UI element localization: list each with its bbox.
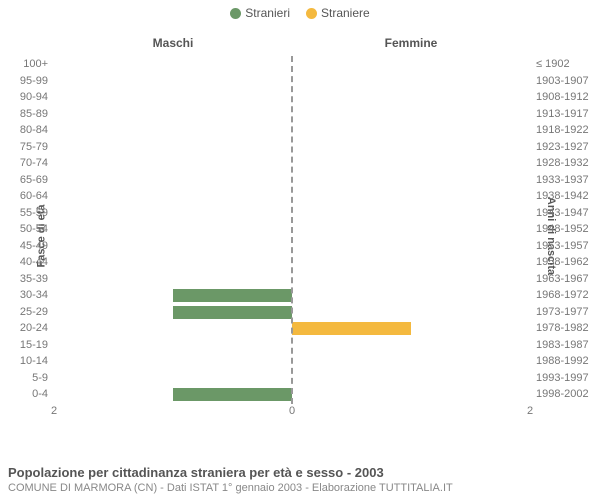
legend: Stranieri Straniere [0, 0, 600, 20]
age-label: 45-49 [20, 238, 54, 255]
age-label: 50-54 [20, 221, 54, 238]
birth-year-label: 1973-1977 [530, 304, 589, 321]
legend-swatch-female [306, 8, 317, 19]
birth-year-label: 1998-2002 [530, 386, 589, 403]
x-tick: 2 [51, 405, 57, 417]
birth-year-label: 1958-1962 [530, 254, 589, 271]
chart-area: Maschi Femmine Fasce di età Anni di nasc… [54, 36, 530, 436]
age-label: 80-84 [20, 122, 54, 139]
age-label: 95-99 [20, 73, 54, 90]
birth-year-label: 1913-1917 [530, 106, 589, 123]
age-label: 35-39 [20, 271, 54, 288]
age-label: 85-89 [20, 106, 54, 123]
center-divider [291, 56, 293, 404]
header-female: Femmine [292, 36, 530, 52]
footer: Popolazione per cittadinanza straniera p… [8, 465, 592, 494]
birth-year-label: 1963-1967 [530, 271, 589, 288]
x-tick: 0 [289, 405, 295, 417]
age-label: 55-59 [20, 205, 54, 222]
bar-male [173, 388, 292, 401]
age-label: 40-44 [20, 254, 54, 271]
birth-year-label: 1933-1937 [530, 172, 589, 189]
legend-label-male: Stranieri [245, 6, 290, 20]
birth-year-label: 1953-1957 [530, 238, 589, 255]
bar-male [173, 289, 292, 302]
legend-item-female: Straniere [306, 6, 370, 20]
age-label: 20-24 [20, 320, 54, 337]
age-label: 70-74 [20, 155, 54, 172]
age-label: 100+ [23, 56, 54, 73]
birth-year-label: 1918-1922 [530, 122, 589, 139]
birth-year-label: ≤ 1902 [530, 56, 570, 73]
birth-year-label: 1983-1987 [530, 337, 589, 354]
age-label: 5-9 [32, 370, 54, 387]
age-label: 75-79 [20, 139, 54, 156]
birth-year-label: 1938-1942 [530, 188, 589, 205]
birth-year-label: 1908-1912 [530, 89, 589, 106]
chart-container: Stranieri Straniere Maschi Femmine Fasce… [0, 0, 600, 500]
age-label: 15-19 [20, 337, 54, 354]
column-headers: Maschi Femmine [54, 36, 530, 52]
birth-year-label: 1923-1927 [530, 139, 589, 156]
age-label: 10-14 [20, 353, 54, 370]
x-axis: 2 0 2 [54, 403, 530, 425]
header-male: Maschi [54, 36, 292, 52]
birth-year-label: 1903-1907 [530, 73, 589, 90]
chart-subtitle: COMUNE DI MARMORA (CN) - Dati ISTAT 1° g… [8, 482, 592, 494]
birth-year-label: 1988-1992 [530, 353, 589, 370]
age-label: 25-29 [20, 304, 54, 321]
birth-year-label: 1978-1982 [530, 320, 589, 337]
age-label: 65-69 [20, 172, 54, 189]
legend-swatch-male [230, 8, 241, 19]
age-label: 30-34 [20, 287, 54, 304]
age-label: 90-94 [20, 89, 54, 106]
legend-label-female: Straniere [321, 6, 370, 20]
birth-year-label: 1968-1972 [530, 287, 589, 304]
birth-year-label: 1948-1952 [530, 221, 589, 238]
age-label: 0-4 [32, 386, 54, 403]
chart-title: Popolazione per cittadinanza straniera p… [8, 465, 592, 480]
bar-male [173, 306, 292, 319]
bar-female [292, 322, 411, 335]
plot-area: 100+≤ 190295-991903-190790-941908-191285… [54, 56, 530, 426]
birth-year-label: 1943-1947 [530, 205, 589, 222]
legend-item-male: Stranieri [230, 6, 290, 20]
birth-year-label: 1993-1997 [530, 370, 589, 387]
x-tick: 2 [527, 405, 533, 417]
age-label: 60-64 [20, 188, 54, 205]
birth-year-label: 1928-1932 [530, 155, 589, 172]
